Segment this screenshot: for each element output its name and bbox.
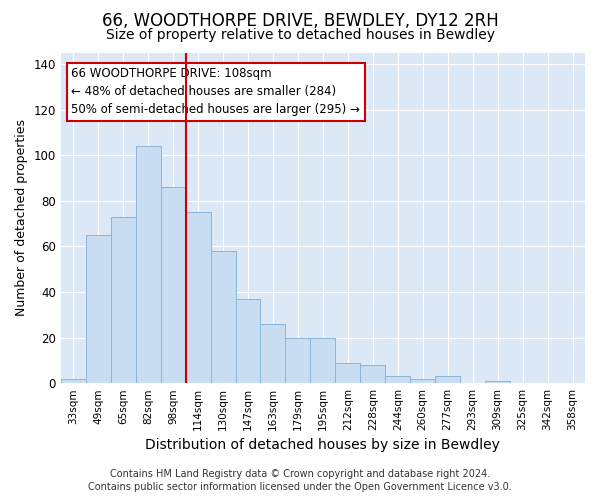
Text: Size of property relative to detached houses in Bewdley: Size of property relative to detached ho… — [106, 28, 494, 42]
Bar — [136, 146, 161, 383]
Bar — [161, 187, 185, 383]
Bar — [185, 212, 211, 383]
Text: 66 WOODTHORPE DRIVE: 108sqm
← 48% of detached houses are smaller (284)
50% of se: 66 WOODTHORPE DRIVE: 108sqm ← 48% of det… — [71, 68, 360, 116]
Bar — [236, 299, 260, 383]
Bar — [111, 216, 136, 383]
Bar — [86, 235, 111, 383]
Bar — [211, 251, 236, 383]
X-axis label: Distribution of detached houses by size in Bewdley: Distribution of detached houses by size … — [145, 438, 500, 452]
Bar — [61, 378, 86, 383]
Bar — [485, 381, 510, 383]
Y-axis label: Number of detached properties: Number of detached properties — [15, 120, 28, 316]
Bar — [385, 376, 410, 383]
Bar — [435, 376, 460, 383]
Bar — [335, 362, 361, 383]
Bar — [310, 338, 335, 383]
Bar — [361, 365, 385, 383]
Bar — [410, 378, 435, 383]
Bar — [286, 338, 310, 383]
Text: Contains HM Land Registry data © Crown copyright and database right 2024.
Contai: Contains HM Land Registry data © Crown c… — [88, 470, 512, 492]
Text: 66, WOODTHORPE DRIVE, BEWDLEY, DY12 2RH: 66, WOODTHORPE DRIVE, BEWDLEY, DY12 2RH — [101, 12, 499, 30]
Bar — [260, 324, 286, 383]
